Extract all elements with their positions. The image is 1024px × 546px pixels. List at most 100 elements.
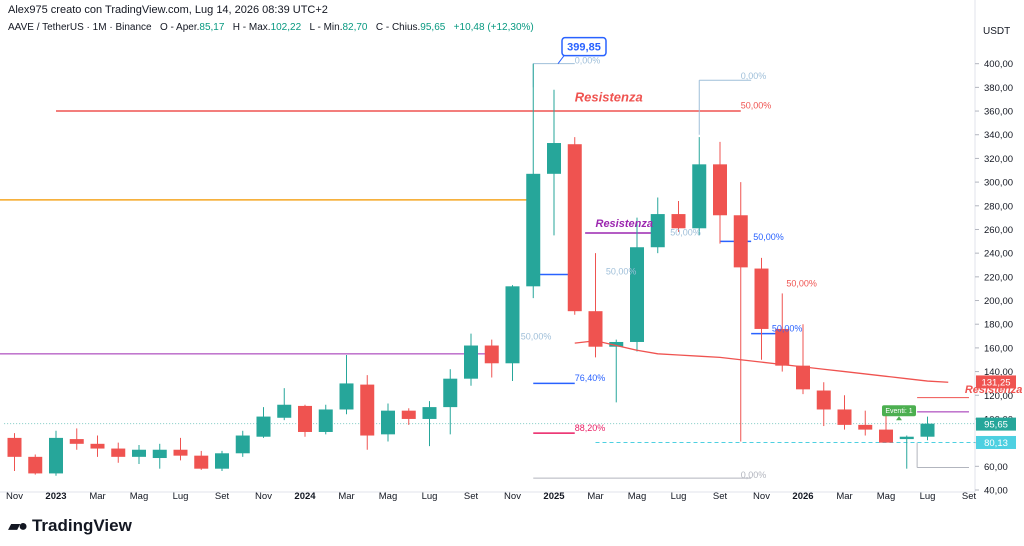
x-tick-label: Nov	[255, 491, 272, 502]
candle-body	[650, 214, 665, 248]
close-label: C - Chius.	[375, 22, 421, 33]
y-tick-label: 380,00	[984, 83, 1013, 94]
x-tick-label: Mag	[877, 491, 895, 502]
candle-body	[401, 410, 416, 419]
close-value: 95,65	[420, 22, 446, 33]
candle-body	[775, 328, 790, 366]
x-tick-label: Mag	[379, 491, 397, 502]
candle-body	[713, 164, 727, 216]
currency-label: USDT	[983, 26, 1011, 37]
open-value: 85,17	[199, 22, 225, 33]
current-price-badge	[976, 417, 1016, 431]
candle-body	[256, 416, 271, 437]
event-badge-pointer	[896, 416, 902, 421]
y-tick-label: 220,00	[984, 272, 1013, 283]
x-tick-label: 2024	[294, 491, 316, 502]
candle-body	[858, 424, 873, 430]
callout-box	[561, 36, 607, 57]
symbol-legend: AAVE / TetherUS · 1M · Binance O - Aper.…	[8, 22, 534, 33]
candle-body	[609, 341, 624, 347]
candle-body	[526, 173, 541, 287]
candle-body	[111, 448, 126, 457]
moving-average-line	[574, 340, 949, 383]
y-tick-label: 180,00	[984, 320, 1013, 331]
fib-0-top: 0,00%	[575, 56, 601, 66]
x-tick-label: Lug	[422, 491, 438, 502]
y-tick-label: 400,00	[984, 59, 1013, 70]
candle-body	[505, 286, 520, 364]
candle-body	[796, 365, 810, 390]
candle-body	[318, 409, 333, 432]
candle-body	[132, 449, 146, 457]
current-price-badge-text: 95,65	[984, 420, 1008, 431]
y-tick-label: 340,00	[984, 130, 1013, 141]
open-label: O - Aper.	[159, 22, 200, 33]
candle-body	[837, 409, 852, 425]
candle-body	[567, 144, 582, 312]
candle-body	[754, 268, 769, 329]
fib-50-a: 50,00%	[606, 266, 637, 276]
y-tick-label: 120,00	[984, 391, 1013, 402]
symbol-name[interactable]: AAVE / TetherUS · 1M · Binance	[8, 22, 152, 33]
y-tick-label: 280,00	[984, 201, 1013, 212]
change-value: +10,48 (+12,30%)	[453, 22, 534, 33]
x-tick-label: Nov	[504, 491, 521, 502]
x-tick-label: Mar	[836, 491, 852, 502]
candle-body	[464, 345, 478, 379]
y-tick-label: 160,00	[984, 343, 1013, 354]
x-tick-label: Set	[215, 491, 230, 502]
y-tick-label: 300,00	[984, 178, 1013, 189]
candle-body	[69, 439, 84, 444]
candle-body	[28, 456, 43, 474]
candle-body	[381, 410, 395, 435]
y-tick-label: 260,00	[984, 225, 1013, 236]
tradingview-logo[interactable]: ▰● TradingView	[8, 516, 132, 536]
y-tick-label: 240,00	[984, 249, 1013, 260]
y-tick-label: 360,00	[984, 107, 1013, 118]
label-resistenza-top: Resistenza	[575, 90, 643, 105]
x-tick-label: Mag	[130, 491, 148, 502]
y-tick-label: 320,00	[984, 154, 1013, 165]
low-price-badge	[976, 435, 1016, 449]
low-price-badge-text: 80,13	[984, 438, 1008, 449]
x-tick-label: Set	[464, 491, 479, 502]
y-tick-label: 200,00	[984, 296, 1013, 307]
candle-body	[733, 215, 748, 268]
candle-body	[90, 443, 105, 449]
x-tick-label: 2023	[45, 491, 66, 502]
x-tick-label: Lug	[671, 491, 687, 502]
candle-body	[173, 449, 188, 456]
candle-body	[194, 455, 209, 469]
candle-body	[692, 164, 707, 229]
candle-body	[588, 311, 603, 347]
chart-caption: Alex975 creato con TradingView.com, Lug …	[8, 4, 328, 16]
callout-pointer	[557, 55, 565, 64]
candle-body	[484, 345, 499, 364]
x-tick-label: Lug	[920, 491, 936, 502]
event-badge	[882, 405, 916, 417]
candle-body	[422, 407, 437, 419]
candle-body	[443, 378, 458, 408]
fib-50-e: 50,00%	[772, 323, 803, 333]
x-tick-label: Set	[713, 491, 728, 502]
fib-50-c: 50,00%	[753, 232, 784, 242]
label-resistenza-mid: Resistenza	[596, 218, 653, 230]
candle-body	[630, 247, 644, 342]
low-value: 82,70	[342, 22, 368, 33]
fib-50-d: 50,00%	[786, 278, 817, 288]
candle-body	[899, 436, 914, 440]
candle-body	[360, 384, 375, 436]
candle-body	[235, 435, 250, 454]
candle-body	[816, 390, 831, 410]
candle-body	[879, 429, 893, 443]
callout-label: 399,85	[567, 42, 601, 54]
x-tick-label: 2026	[792, 491, 813, 502]
x-tick-label: Nov	[753, 491, 770, 502]
x-tick-label: Set	[962, 491, 977, 502]
high-label: H - Max.	[232, 22, 271, 33]
ma-price-badge-text: 131,25	[981, 377, 1010, 388]
fib-50-red: 50,00%	[741, 101, 772, 111]
high-value: 102,22	[270, 22, 302, 33]
x-tick-label: Mar	[338, 491, 354, 502]
